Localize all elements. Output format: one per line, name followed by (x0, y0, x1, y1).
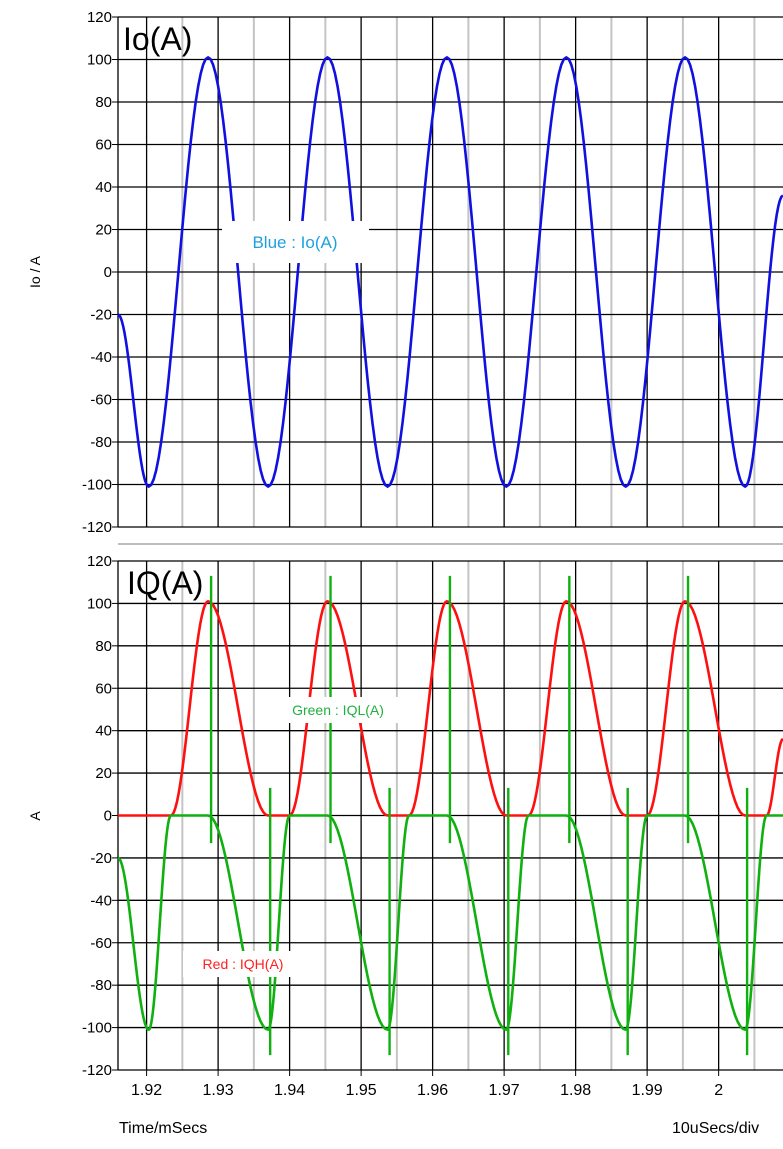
legend-box (183, 951, 303, 977)
y-tick-label: 60 (95, 680, 112, 697)
legend-box (222, 221, 369, 263)
x-tick-label: 2 (714, 1082, 723, 1099)
y-tick-label: 0 (104, 264, 112, 281)
y-tick-label: -60 (90, 392, 112, 409)
x-tick-label: 1.95 (346, 1082, 377, 1099)
y-tick-label: -40 (90, 349, 112, 366)
y-tick-label: 60 (95, 137, 112, 154)
x-tick-label: 1.96 (417, 1082, 448, 1099)
y-tick-label: -120 (82, 519, 112, 536)
series-line-2 (117, 814, 783, 1031)
series-line-1 (117, 600, 783, 817)
legend-label: Green : IQL(A) (292, 702, 384, 718)
legend-label: Red : IQH(A) (203, 956, 284, 972)
y-tick-label: -60 (90, 935, 112, 952)
x-tick-label: 1.92 (131, 1082, 162, 1099)
x-tick-label: 1.98 (560, 1082, 591, 1099)
y-tick-label: 100 (87, 595, 112, 612)
y-tick-label: 80 (95, 94, 112, 111)
y-tick-label: 20 (95, 222, 112, 239)
x-axis-label: Time/mSecs (119, 1120, 208, 1137)
x-tick-label: 1.94 (274, 1082, 305, 1099)
y-tick-label: -100 (82, 477, 112, 494)
y-tick-label: -40 (90, 892, 112, 909)
y-tick-label: -20 (90, 307, 112, 324)
y-tick-label: 40 (95, 723, 112, 740)
legend-label: Blue : Io(A) (252, 233, 337, 252)
panel-title: Io(A) (123, 21, 192, 57)
y-tick-label: 20 (95, 765, 112, 782)
y-tick-label: -20 (90, 850, 112, 867)
y-tick-label: 120 (87, 553, 112, 570)
y-tick-label: 80 (95, 638, 112, 655)
chart-panel-2: 120 100 80 60 40 20 0 -20 -40 -60 -80 -100 -120 1.92 1… (27, 553, 783, 1099)
legend-box (270, 697, 406, 723)
y-tick-label: -120 (82, 1062, 112, 1079)
series-line-1 (117, 56, 783, 488)
panel-title: IQ(A) (127, 565, 203, 601)
x-tick-label: 1.93 (203, 1082, 234, 1099)
y-tick-label: 0 (104, 808, 112, 825)
x-scale-label: 10uSecs/div (672, 1120, 760, 1137)
y-tick-label: 100 (87, 52, 112, 69)
y-axis-label: A (27, 811, 43, 821)
y-tick-label: 40 (95, 179, 112, 196)
y-tick-label: -80 (90, 977, 112, 994)
y-tick-label: -100 (82, 1020, 112, 1037)
y-tick-label: 120 (87, 9, 112, 26)
y-axis-label: Io / A (27, 255, 43, 288)
x-tick-label: 1.97 (489, 1082, 520, 1099)
chart-panel-1: 120 100 80 60 40 20 0 -20 -40 -60 -80 -100 -120 Io / … (27, 9, 783, 536)
x-tick-label: 1.99 (632, 1082, 663, 1099)
y-tick-label: -80 (90, 434, 112, 451)
